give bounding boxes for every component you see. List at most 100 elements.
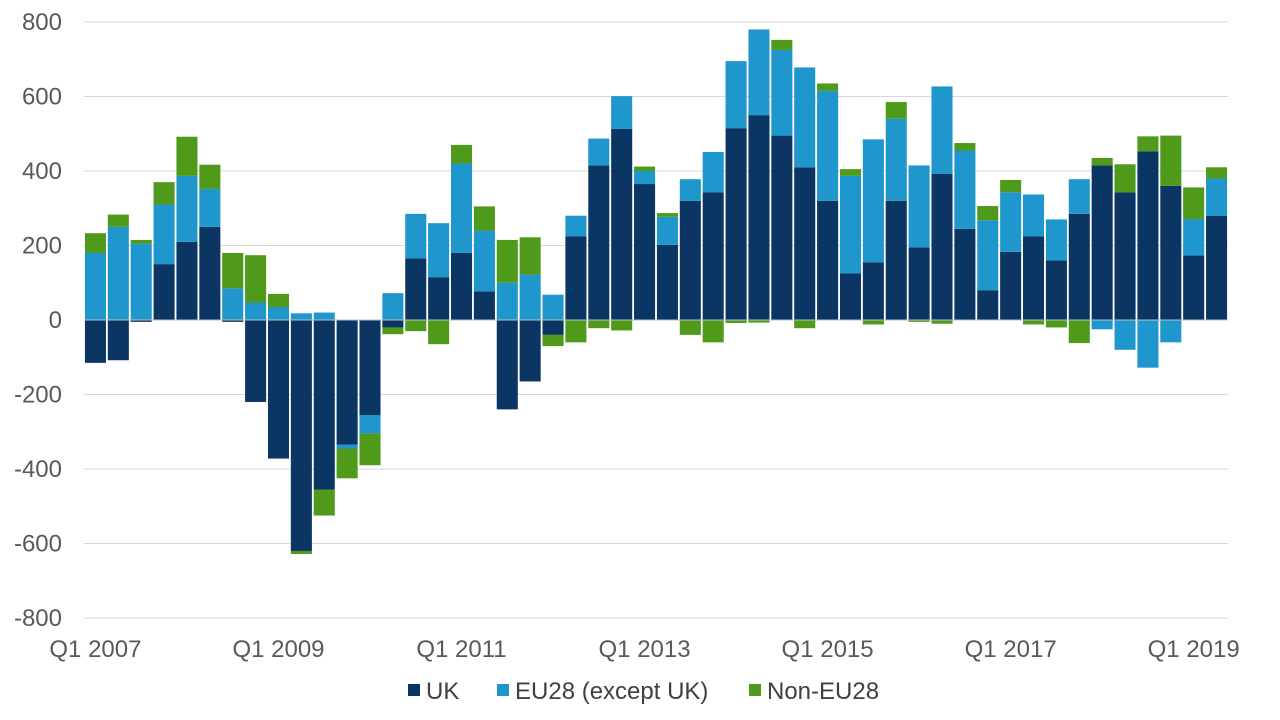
bar-segment-non-eu28 xyxy=(199,164,221,189)
bar-segment-eu28-except-uk xyxy=(679,179,701,201)
bar-segment-non-eu28 xyxy=(1206,167,1228,179)
bar-segment-non-eu28 xyxy=(748,320,770,323)
bar-segment-eu28-except-uk xyxy=(748,29,770,116)
bar-segment-non-eu28 xyxy=(908,320,930,322)
bar-segment-non-eu28 xyxy=(130,239,152,244)
bar-segment-eu28-except-uk xyxy=(267,306,290,320)
x-tick-label: Q1 2017 xyxy=(965,636,1057,663)
bar-segment-uk xyxy=(1160,185,1182,320)
bar-segment-uk xyxy=(1023,236,1045,320)
bar-segment-eu28-except-uk xyxy=(313,312,335,320)
legend-swatch xyxy=(497,684,509,696)
bar-segment-eu28-except-uk xyxy=(473,230,495,292)
y-tick-label: -400 xyxy=(14,456,62,483)
bar-segment-eu28-except-uk xyxy=(176,175,198,242)
bar-segment-uk xyxy=(794,167,816,320)
bar-segment-uk xyxy=(130,320,152,322)
y-tick-label: 400 xyxy=(22,158,62,185)
legend-swatch xyxy=(408,684,420,696)
bar-segment-eu28-except-uk xyxy=(1137,320,1159,368)
bars xyxy=(84,29,1228,554)
bar-segment-eu28-except-uk xyxy=(542,294,564,320)
bar-segment-non-eu28 xyxy=(1137,136,1159,152)
bar-segment-eu28-except-uk xyxy=(656,216,678,245)
bar-segment-non-eu28 xyxy=(611,320,633,331)
bar-segment-non-eu28 xyxy=(679,320,701,335)
bar-segment-non-eu28 xyxy=(290,550,312,554)
bar-segment-eu28-except-uk xyxy=(908,165,930,248)
y-tick-label: -200 xyxy=(14,382,62,409)
bar-segment-uk xyxy=(954,228,976,320)
bar-segment-uk xyxy=(725,128,747,320)
bar-segment-uk xyxy=(405,258,427,320)
bar-segment-eu28-except-uk xyxy=(817,90,839,201)
bar-segment-eu28-except-uk xyxy=(199,188,221,227)
bar-segment-uk xyxy=(1137,151,1159,320)
bar-segment-eu28-except-uk xyxy=(451,163,473,253)
bar-segment-non-eu28 xyxy=(405,320,427,332)
bar-segment-eu28-except-uk xyxy=(1206,178,1228,216)
bar-segment-eu28-except-uk xyxy=(634,171,656,185)
bar-segment-eu28-except-uk xyxy=(839,175,862,274)
bar-segment-non-eu28 xyxy=(817,83,839,91)
bar-segment-uk xyxy=(588,165,610,320)
bar-segment-uk xyxy=(931,173,953,320)
bar-segment-non-eu28 xyxy=(565,320,587,343)
bar-segment-uk xyxy=(679,200,701,320)
bar-segment-eu28-except-uk xyxy=(1114,320,1136,350)
bar-segment-eu28-except-uk xyxy=(862,139,884,263)
bar-segment-eu28-except-uk xyxy=(954,150,976,229)
x-tick-label: Q1 2015 xyxy=(782,636,874,663)
bar-segment-non-eu28 xyxy=(862,320,884,325)
bar-segment-eu28-except-uk xyxy=(702,152,724,193)
bar-segment-eu28-except-uk xyxy=(1045,219,1067,261)
bar-segment-uk xyxy=(1206,215,1228,320)
bar-segment-non-eu28 xyxy=(222,252,244,289)
bar-segment-uk xyxy=(84,320,106,363)
bar-segment-eu28-except-uk xyxy=(496,282,518,320)
x-tick-label: Q1 2011 xyxy=(416,636,506,663)
bar-segment-uk xyxy=(885,200,907,320)
x-tick-label: Q1 2013 xyxy=(599,636,691,663)
bar-segment-uk xyxy=(199,226,221,321)
bar-segment-uk xyxy=(336,320,358,445)
bar-segment-eu28-except-uk xyxy=(519,274,541,320)
bar-segment-eu28-except-uk xyxy=(1160,320,1182,343)
bar-segment-non-eu28 xyxy=(1091,157,1113,166)
bar-segment-non-eu28 xyxy=(656,213,678,217)
bar-segment-uk xyxy=(107,320,129,361)
bar-segment-eu28-except-uk xyxy=(588,138,610,166)
bar-segment-non-eu28 xyxy=(634,166,656,171)
bar-segment-uk xyxy=(382,320,404,328)
bar-segment-uk xyxy=(839,273,862,320)
bar-segment-uk xyxy=(1114,192,1136,320)
bar-segment-uk xyxy=(862,262,884,320)
bar-segment-eu28-except-uk xyxy=(222,288,244,320)
bar-segment-eu28-except-uk xyxy=(611,96,633,129)
bar-segment-eu28-except-uk xyxy=(1091,320,1113,330)
bar-segment-non-eu28 xyxy=(885,102,907,119)
x-axis-tick-labels: Q1 2007 Q1 2009 Q1 2011 Q1 2013 Q1 2015 Q1 20… xyxy=(49,636,1239,663)
bar-segment-uk xyxy=(1000,251,1022,320)
bar-segment-non-eu28 xyxy=(702,320,724,343)
bar-segment-uk xyxy=(290,320,312,551)
bar-segment-uk xyxy=(496,320,518,410)
bar-segment-non-eu28 xyxy=(519,237,541,275)
bar-segment-non-eu28 xyxy=(1023,320,1045,325)
legend-label: Non-EU28 xyxy=(767,678,879,705)
bar-segment-non-eu28 xyxy=(428,320,450,345)
bar-segment-non-eu28 xyxy=(153,182,175,205)
bar-segment-eu28-except-uk xyxy=(725,61,747,129)
y-axis-tick-labels: 800 600 400 200 0 -200 -400 -600 -800 xyxy=(14,9,62,632)
bar-segment-uk xyxy=(656,244,678,320)
y-tick-label: 0 xyxy=(49,307,62,334)
bar-segment-uk xyxy=(428,277,450,320)
bar-segment-non-eu28 xyxy=(1160,135,1182,186)
legend-label: EU28 (except UK) xyxy=(515,678,708,705)
bar-segment-non-eu28 xyxy=(542,334,564,347)
bar-segment-eu28-except-uk xyxy=(290,313,312,320)
bar-segment-eu28-except-uk xyxy=(565,215,587,237)
bar-segment-non-eu28 xyxy=(1045,320,1067,328)
bar-segment-uk xyxy=(1068,213,1090,320)
bar-segment-eu28-except-uk xyxy=(977,220,999,291)
